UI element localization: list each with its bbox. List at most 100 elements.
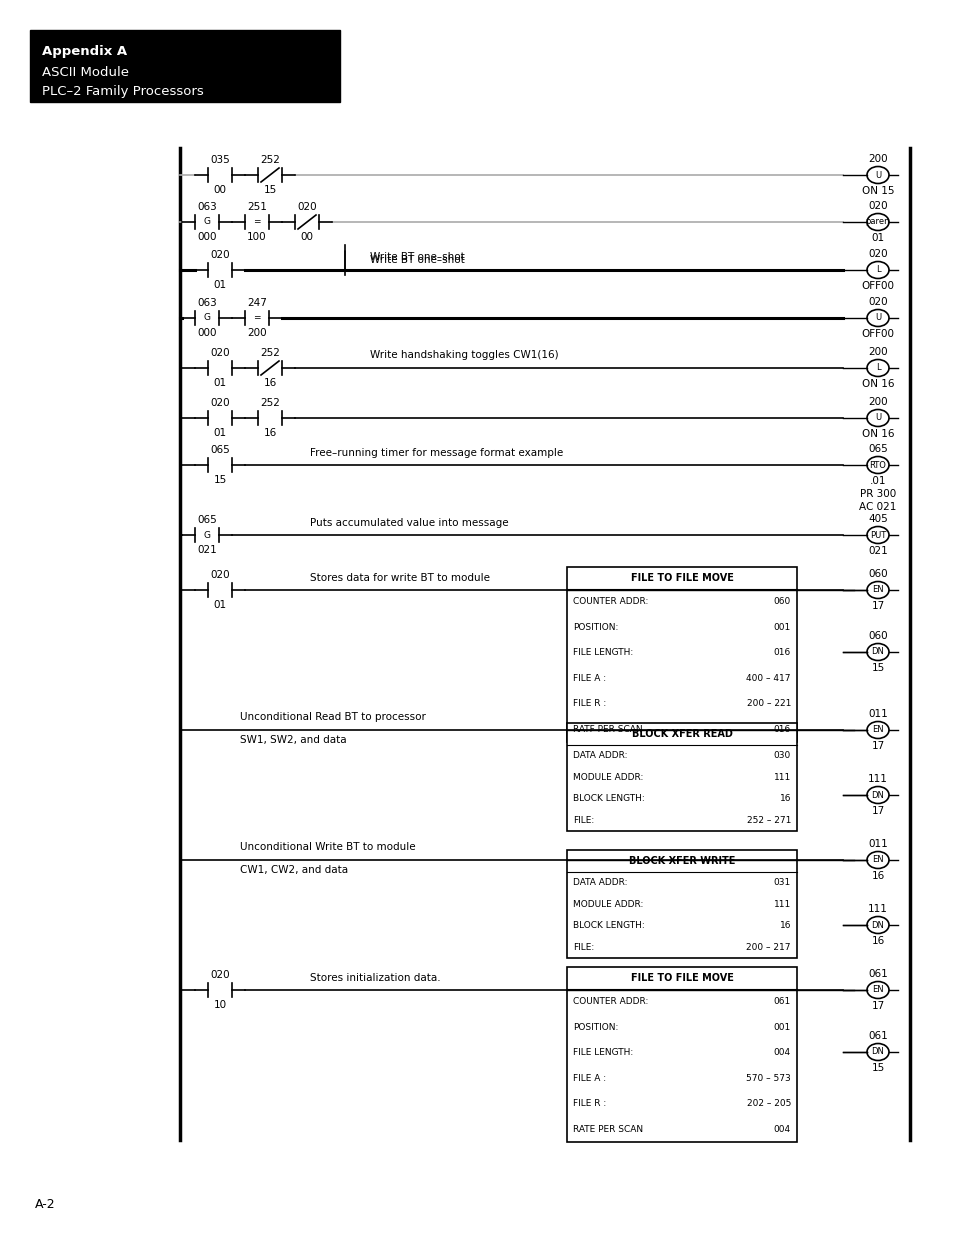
Text: RATE PER SCAN: RATE PER SCAN [573, 1125, 642, 1134]
Text: 00: 00 [300, 232, 314, 242]
Text: 15: 15 [870, 663, 883, 673]
Text: 111: 111 [773, 773, 790, 782]
Text: ON 16: ON 16 [861, 379, 893, 389]
Text: 252 – 271: 252 – 271 [746, 816, 790, 825]
Text: PLC–2 Family Processors: PLC–2 Family Processors [42, 85, 204, 99]
Text: 15: 15 [870, 1063, 883, 1073]
Text: 01: 01 [213, 429, 226, 438]
Text: 021: 021 [867, 547, 887, 557]
Text: Write handshaking toggles CW1(16): Write handshaking toggles CW1(16) [370, 350, 558, 359]
Text: 17: 17 [870, 1002, 883, 1011]
Text: COUNTER ADDR:: COUNTER ADDR: [573, 598, 648, 606]
Text: 200 – 217: 200 – 217 [745, 942, 790, 952]
Text: DN: DN [871, 1047, 883, 1056]
Text: G: G [203, 314, 211, 322]
Text: BLOCK LENGTH:: BLOCK LENGTH: [573, 921, 644, 930]
Text: 011: 011 [867, 709, 887, 719]
Text: 060: 060 [867, 631, 887, 641]
Text: 111: 111 [867, 904, 887, 914]
Text: FILE R :: FILE R : [573, 1099, 605, 1108]
Text: Stores initialization data.: Stores initialization data. [310, 973, 440, 983]
Text: L: L [875, 266, 880, 274]
Text: 17: 17 [870, 806, 883, 816]
Text: Unconditional Read BT to processor: Unconditional Read BT to processor [240, 713, 425, 722]
Text: A-2: A-2 [35, 1198, 55, 1212]
Text: SW1, SW2, and data: SW1, SW2, and data [240, 735, 346, 745]
Text: 200: 200 [867, 347, 887, 357]
Text: 252: 252 [260, 348, 279, 358]
Text: 065: 065 [197, 515, 216, 525]
Text: AC 021: AC 021 [859, 503, 896, 513]
Text: U: U [874, 314, 881, 322]
Text: MODULE ADDR:: MODULE ADDR: [573, 900, 642, 909]
Text: .01: .01 [869, 477, 885, 487]
Text: OFF00: OFF00 [861, 330, 894, 340]
Text: BLOCK XFER READ: BLOCK XFER READ [631, 729, 732, 739]
Text: 004: 004 [773, 1049, 790, 1057]
Bar [566, 850, 796, 958]
Text: EN: EN [871, 986, 882, 994]
Text: 000: 000 [197, 329, 216, 338]
Text: FILE LENGTH:: FILE LENGTH: [573, 1049, 633, 1057]
Text: DATA ADDR:: DATA ADDR: [573, 751, 627, 761]
Text: 020: 020 [867, 248, 887, 258]
Text: FILE TO FILE MOVE: FILE TO FILE MOVE [630, 973, 733, 983]
Text: 020: 020 [210, 348, 230, 358]
Text: 021: 021 [197, 545, 216, 555]
Text: 200: 200 [867, 153, 887, 163]
Text: 405: 405 [867, 514, 887, 524]
Text: 020: 020 [210, 249, 230, 261]
Text: 15: 15 [213, 475, 227, 485]
Text: 001: 001 [773, 1023, 790, 1031]
Text: FILE LENGTH:: FILE LENGTH: [573, 648, 633, 657]
Text: 16: 16 [263, 429, 276, 438]
Text: CW1, CW2, and data: CW1, CW2, and data [240, 864, 348, 876]
Text: 020: 020 [210, 571, 230, 580]
Text: 202 – 205: 202 – 205 [746, 1099, 790, 1108]
Bar [566, 567, 796, 742]
Text: 10: 10 [213, 1000, 226, 1010]
Text: 100: 100 [247, 232, 267, 242]
Text: 061: 061 [773, 997, 790, 1007]
Text: U: U [874, 170, 881, 179]
Text: =: = [253, 314, 260, 322]
Text: FILE A :: FILE A : [573, 1073, 605, 1083]
Text: 17: 17 [870, 741, 883, 751]
Text: 020: 020 [867, 200, 887, 210]
Text: POSITION:: POSITION: [573, 1023, 618, 1031]
Text: FILE:: FILE: [573, 816, 594, 825]
Text: 016: 016 [773, 725, 790, 734]
Text: 065: 065 [867, 443, 887, 453]
Text: 060: 060 [867, 568, 887, 578]
Text: L: L [875, 363, 880, 373]
Text: Free–running timer for message format example: Free–running timer for message format ex… [310, 448, 562, 458]
Text: Write BT one–shot: Write BT one–shot [370, 254, 464, 266]
Text: 061: 061 [867, 968, 887, 978]
Text: 000: 000 [197, 232, 216, 242]
Text: 020: 020 [867, 296, 887, 306]
Text: DN: DN [871, 790, 883, 799]
Text: 252: 252 [260, 398, 279, 408]
Text: 16: 16 [779, 794, 790, 803]
Text: 004: 004 [773, 1125, 790, 1134]
Text: 247: 247 [247, 298, 267, 308]
Text: 01: 01 [870, 233, 883, 243]
Text: RTO: RTO [868, 461, 885, 469]
Text: 01: 01 [213, 280, 226, 290]
Text: 01: 01 [213, 378, 226, 388]
Text: 111: 111 [867, 773, 887, 783]
Text: OFF00: OFF00 [861, 282, 894, 291]
Text: 111: 111 [773, 900, 790, 909]
Text: MODULE ADDR:: MODULE ADDR: [573, 773, 642, 782]
Text: FILE A :: FILE A : [573, 674, 605, 683]
Text: COUNTER ADDR:: COUNTER ADDR: [573, 997, 648, 1007]
Text: 200: 200 [867, 396, 887, 406]
Text: 016: 016 [773, 648, 790, 657]
Text: Appendix A: Appendix A [42, 46, 127, 58]
Text: DN: DN [871, 920, 883, 930]
Text: 16: 16 [263, 378, 276, 388]
Text: 035: 035 [210, 156, 230, 165]
Text: PR 300: PR 300 [859, 489, 895, 499]
Text: 17: 17 [870, 601, 883, 611]
Text: 001: 001 [773, 622, 790, 632]
